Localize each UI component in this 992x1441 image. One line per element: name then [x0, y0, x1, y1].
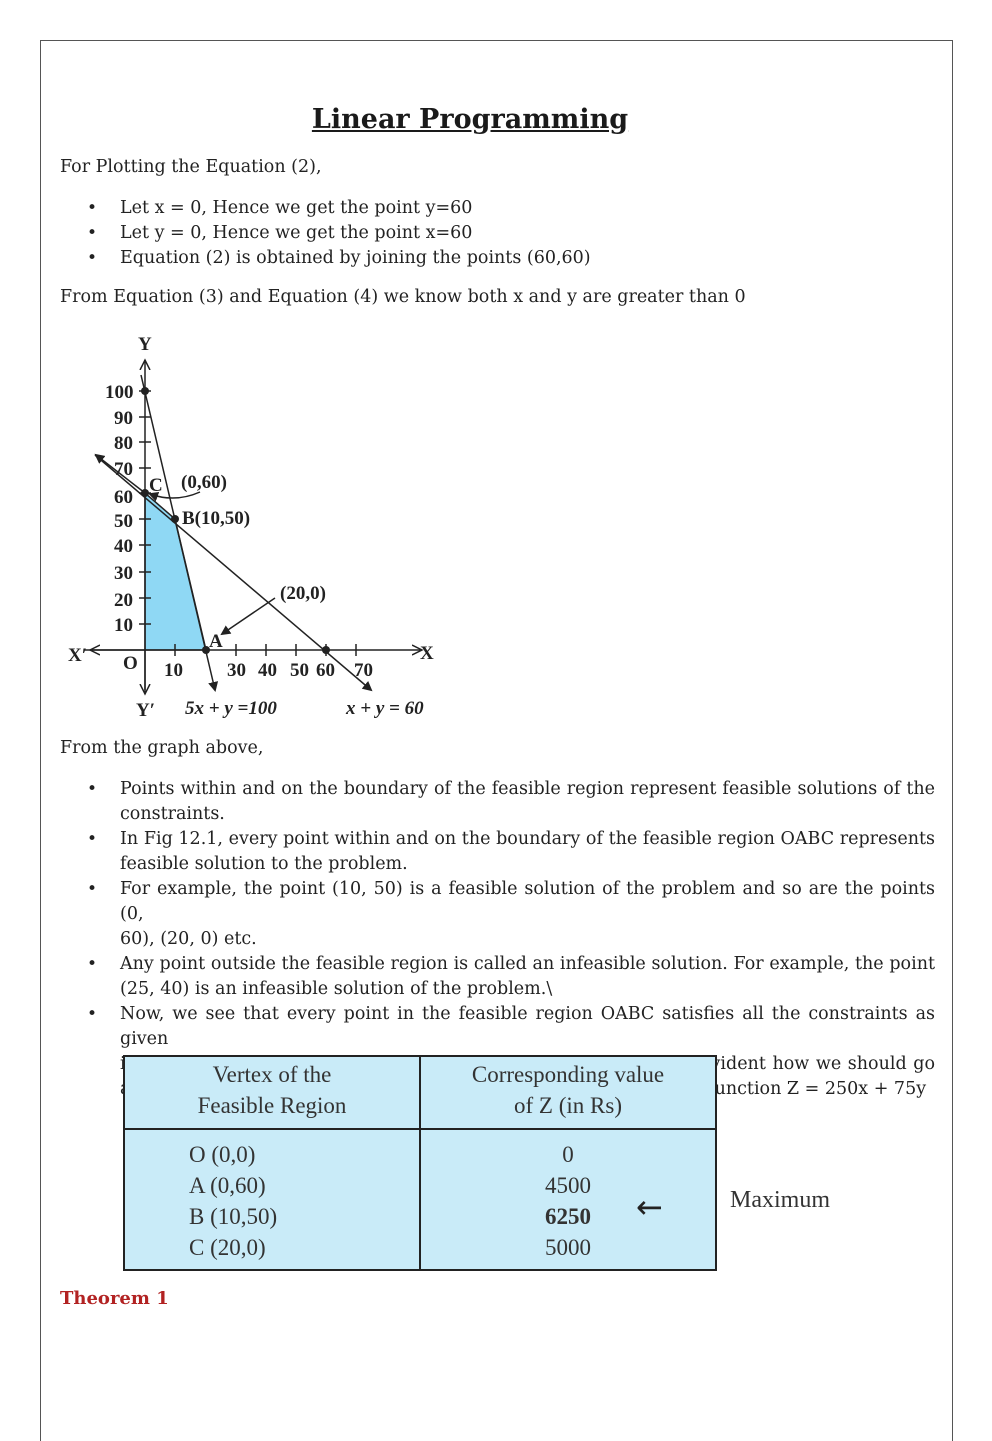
after-graph-text: From the graph above, — [60, 738, 264, 758]
x-tick-60: 60 — [316, 660, 335, 681]
header-vertex: Vertex of the Feasible Region — [123, 1055, 421, 1130]
vertex-b: B (10,50) — [189, 1204, 278, 1229]
list-line: Any point outside the feasible region is… — [120, 954, 935, 974]
point-b — [171, 515, 179, 523]
intro-text: For Plotting the Equation (2), — [60, 157, 322, 177]
list-item: Any point outside the feasible region is… — [60, 952, 935, 1002]
y-tick-60: 60 — [114, 487, 133, 508]
line-5x-plus-y-100 — [140, 374, 219, 692]
list-item: Equation (2) is obtained by joining the … — [60, 246, 935, 271]
x-tick-10: 10 — [164, 660, 183, 681]
x-tick-50: 50 — [290, 660, 309, 681]
table-header-row: Vertex of the Feasible Region Correspond… — [123, 1055, 717, 1130]
list-line: 60), (20, 0) etc. — [120, 929, 257, 949]
y-tick-30: 30 — [114, 563, 133, 584]
x-tick-40: 40 — [258, 660, 277, 681]
page-border — [40, 40, 953, 1441]
z-value-a: 4500 — [545, 1173, 591, 1198]
y-tick-50: 50 — [114, 511, 133, 532]
z-value-table: Vertex of the Feasible Region Correspond… — [123, 1055, 717, 1271]
list-item: For example, the point (10, 50) is a fea… — [60, 877, 935, 952]
page-title: Linear Programming — [311, 104, 629, 135]
z-value-cell: 0 4500 6250 5000 — [419, 1128, 717, 1271]
callout-arrow-a — [220, 597, 276, 636]
list-line: For example, the point (10, 50) is a fea… — [120, 879, 935, 924]
axis-y-label: Y — [138, 334, 152, 355]
y-tick-70: 70 — [114, 459, 133, 480]
list-line: Now, we see that every point in the feas… — [120, 1004, 935, 1049]
y-tick-80: 80 — [114, 433, 133, 454]
list-line: Points within and on the boundary of the… — [120, 779, 935, 799]
vertex-c: C (20,0) — [189, 1235, 266, 1260]
point-a — [202, 646, 210, 654]
header-line: of Z (in Rs) — [514, 1093, 622, 1118]
y-tick-20: 20 — [114, 590, 133, 611]
lp-graph: Y Y′ X X′ O 100 90 80 70 60 50 40 30 20 … — [68, 334, 434, 721]
list-item: Let x = 0, Hence we get the point y=60 — [60, 196, 935, 221]
x-tick-30: 30 — [227, 660, 246, 681]
line1-label: 5x + y =100 — [185, 698, 277, 719]
list-line: (25, 40) is an infeasible solution of th… — [120, 979, 553, 999]
list-item: Let y = 0, Hence we get the point x=60 — [60, 221, 935, 246]
vertex-o: O (0,0) — [189, 1142, 256, 1167]
line2-label: x + y = 60 — [345, 698, 424, 719]
z-value-c: 5000 — [545, 1235, 591, 1260]
axis-y-neg-label: Y′ — [136, 700, 155, 721]
point-a-label: A — [209, 631, 223, 652]
header-line: Feasible Region — [197, 1093, 347, 1118]
line-x-plus-y-60-tail — [94, 453, 146, 494]
y-tick-100: 100 — [105, 382, 134, 403]
label-b-10-50: B(10,50) — [182, 508, 250, 529]
y-tick-90: 90 — [114, 408, 133, 429]
point-c — [141, 489, 149, 497]
x-tick-70: 70 — [354, 660, 373, 681]
header-z-value: Corresponding value of Z (in Rs) — [419, 1055, 717, 1130]
origin-label: O — [123, 653, 138, 674]
header-line: Vertex of the — [212, 1062, 332, 1087]
vertex-a: A (0,60) — [189, 1173, 266, 1198]
note-text: From Equation (3) and Equation (4) we kn… — [60, 287, 746, 307]
list-line: constraints. — [120, 804, 225, 824]
label-20-0: (20,0) — [280, 583, 326, 604]
callout-arrow-c — [148, 491, 201, 502]
left-arrow-icon: ← — [636, 1188, 663, 1226]
vertex-cell: O (0,0) A (0,60) B (10,50) C (20,0) — [123, 1128, 421, 1271]
y-tick-40: 40 — [114, 536, 133, 557]
z-value-b: 6250 — [545, 1204, 591, 1229]
header-line: Corresponding value — [471, 1062, 665, 1087]
y-tick-10: 10 — [114, 615, 133, 636]
list-line: feasible solution to the problem. — [120, 854, 408, 874]
axis-x-neg-label: X′ — [68, 645, 87, 666]
list-item: In Fig 12.1, every point within and on t… — [60, 827, 935, 877]
z-value-o: 0 — [562, 1142, 574, 1167]
point-60-x — [322, 646, 330, 654]
list-line: In Fig 12.1, every point within and on t… — [120, 829, 935, 849]
point-100 — [141, 387, 149, 395]
axis-x-label: X — [420, 643, 434, 664]
maximum-label: Maximum — [730, 1187, 830, 1213]
points-list: Points within and on the boundary of the… — [60, 777, 935, 1102]
point-c-label: C — [149, 475, 163, 496]
theorem-heading: Theorem 1 — [60, 1288, 169, 1309]
steps-list: Let x = 0, Hence we get the point y=60 L… — [60, 196, 935, 271]
list-item: Points within and on the boundary of the… — [60, 777, 935, 827]
table-body-row: O (0,0) A (0,60) B (10,50) C (20,0) 0 45… — [123, 1128, 717, 1271]
label-0-60: (0,60) — [181, 472, 227, 493]
